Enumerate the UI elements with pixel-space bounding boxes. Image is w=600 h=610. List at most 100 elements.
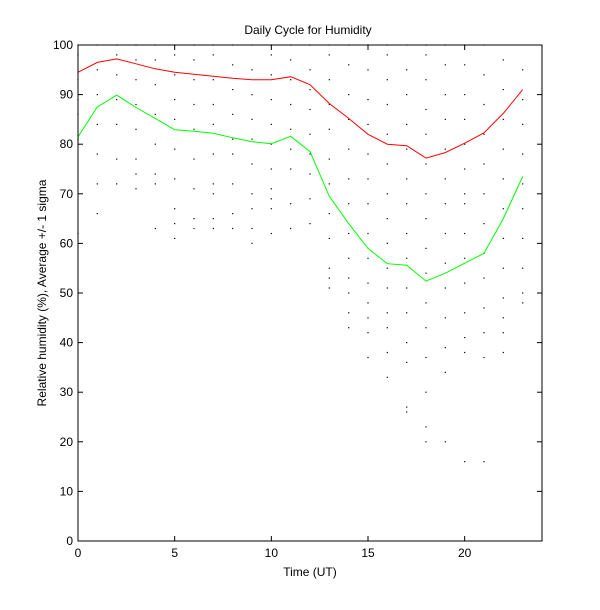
observation-point [116,74,118,76]
observation-point [464,94,466,96]
observation-point [135,103,137,106]
observation-point [386,79,388,81]
y-tick-label: 40 [60,336,74,350]
observation-point [154,84,156,86]
observation-point [367,99,369,101]
observation-point [96,213,98,215]
observation-point [212,153,214,155]
observation-point [212,227,214,230]
observation-point [483,307,485,309]
observation-point [406,203,408,205]
observation-point [328,103,330,106]
observation-point [425,272,427,274]
observation-point [502,148,504,150]
observation-point [309,198,311,200]
observation-point [444,148,446,150]
observation-point [367,282,369,284]
observation-point [522,237,524,239]
observation-point [464,143,466,145]
observation-point [406,312,408,314]
observation-point [290,79,292,81]
observation-point [444,441,446,443]
observation-point [96,69,98,71]
observation-point [386,193,388,195]
observation-point [502,351,504,354]
y-tick-label: 60 [60,236,74,250]
observation-point [464,193,466,195]
observation-point [522,123,524,125]
observation-point [232,183,234,185]
observation-point [348,312,350,314]
observation-point [328,237,330,239]
observation-point [425,54,427,56]
observation-point [464,337,466,339]
observation-point [444,347,446,349]
observation-point [425,163,427,165]
observation-point [232,153,234,155]
observation-point [406,232,408,235]
observation-point [135,188,137,190]
observation-point [464,232,466,235]
observation-point [270,188,272,190]
observation-point [406,123,408,125]
observation-point [483,193,485,195]
observation-point [386,327,388,329]
observation-point [386,351,388,354]
observation-point [386,54,388,56]
observation-point [193,128,195,130]
observation-point [386,163,388,165]
observation-point [367,153,369,155]
observation-point [483,332,485,334]
observation-point [483,356,485,359]
observation-point [290,168,292,170]
observation-point [135,79,137,81]
observation-point [251,163,253,165]
observation-point [386,267,388,269]
observation-point [367,203,369,205]
observation-point [483,163,485,165]
observation-point [367,123,369,125]
observation-point [174,54,176,56]
y-axis-ticks: 0 10 20 30 40 50 60 70 80 90 100 [53,38,542,548]
observation-point [309,173,311,175]
x-tick-label: 20 [458,546,472,560]
observation-point [270,198,272,200]
observation-point [464,168,466,170]
observation-point [232,138,234,140]
observation-point [425,108,427,111]
observation-point [406,178,408,180]
observation-point [96,123,98,125]
observation-point [174,99,176,101]
observation-point [270,99,272,101]
observation-point [232,227,234,230]
observation-point [154,59,156,61]
observation-point [348,118,350,120]
observation-point [135,158,137,160]
observation-point [154,183,156,185]
observation-point [502,118,504,120]
observation-point [328,54,330,56]
observation-point [174,118,176,120]
observation-point [367,232,369,235]
observation-point [483,461,485,463]
observation-point [522,99,524,101]
observation-point [251,208,253,210]
observation-point [309,133,311,135]
observation-point [328,277,330,279]
observation-point [464,461,466,463]
observation-point [367,178,369,180]
observation-point [309,69,311,71]
observation-point [328,183,330,185]
y-tick-label: 20 [60,435,74,449]
observation-point [425,327,427,329]
observation-point [425,193,427,195]
observation-point [328,79,330,81]
y-tick-label: 90 [60,88,74,102]
series-lines [77,58,524,282]
observation-point [251,69,253,71]
observation-point [348,277,350,279]
observation-point [212,79,214,81]
observation-point [444,287,446,289]
y-tick-label: 30 [60,385,74,399]
observation-point [367,69,369,71]
